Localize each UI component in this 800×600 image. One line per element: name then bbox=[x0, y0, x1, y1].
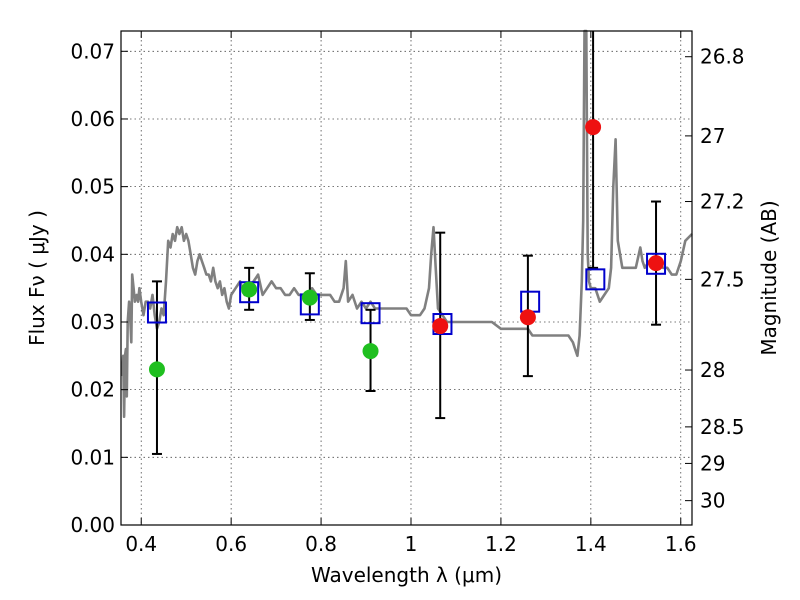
x-tick-label: 1.2 bbox=[485, 532, 517, 556]
template-spectrum-line bbox=[120, 29, 693, 418]
y2-tick-label: 28.5 bbox=[700, 415, 745, 439]
y-tick-label: 0.04 bbox=[70, 242, 115, 266]
y-tick-label: 0.00 bbox=[70, 513, 115, 537]
optical-flux-point bbox=[148, 361, 165, 378]
optical-flux-point bbox=[241, 281, 258, 298]
x-tick-label: 0.4 bbox=[125, 532, 157, 556]
model-flux-square bbox=[146, 301, 167, 324]
nir-flux-point bbox=[585, 119, 602, 136]
x-tick-label: 0.8 bbox=[305, 532, 337, 556]
y2-tick-label: 30 bbox=[700, 489, 725, 513]
secondary-y-axis-label: Magnitude (AB) bbox=[757, 200, 781, 355]
x-tick-label: 1 bbox=[405, 532, 418, 556]
model-flux-square bbox=[360, 302, 381, 325]
x-tick-label: 1.6 bbox=[665, 532, 697, 556]
nir-flux-point bbox=[519, 309, 536, 326]
y-tick-label: 0.01 bbox=[70, 445, 115, 469]
model-flux-square bbox=[646, 252, 667, 275]
y-tick-label: 0.05 bbox=[70, 175, 115, 199]
nir-flux-point bbox=[432, 318, 449, 335]
plot-frame bbox=[120, 30, 693, 526]
axis-ticks: 0.4 0.6 0.8 1 1.2 1.4 1.6 0.00 0.01 0.02 0.03 0.04 0… bbox=[70, 31, 745, 556]
x-tick-label: 1.4 bbox=[575, 532, 607, 556]
y2-tick-label: 27 bbox=[700, 124, 725, 148]
optical-flux-point bbox=[301, 289, 318, 306]
y-tick-label: 0.06 bbox=[70, 107, 115, 131]
y-tick-label: 0.03 bbox=[70, 310, 115, 334]
model-flux-square bbox=[585, 268, 606, 291]
observed-flux-markers bbox=[148, 119, 665, 378]
x-tick-label: 0.6 bbox=[215, 532, 247, 556]
grid-lines bbox=[121, 31, 692, 526]
optical-flux-point bbox=[362, 343, 379, 360]
y2-tick-label: 26.8 bbox=[700, 45, 745, 69]
y2-tick-label: 28 bbox=[700, 358, 725, 382]
x-axis-label: Wavelength λ (μm) bbox=[311, 563, 502, 587]
y-axis-label: Flux Fν ( μJy ) bbox=[25, 210, 49, 346]
y2-tick-label: 27.2 bbox=[700, 190, 745, 214]
template-spectrum bbox=[120, 29, 693, 418]
y2-tick-label: 29 bbox=[700, 451, 725, 475]
y2-tick-label: 27.5 bbox=[700, 267, 745, 291]
y-tick-label: 0.07 bbox=[70, 39, 115, 63]
model-flux-square bbox=[520, 290, 541, 313]
y-tick-label: 0.02 bbox=[70, 378, 115, 402]
nir-flux-point bbox=[648, 255, 665, 272]
